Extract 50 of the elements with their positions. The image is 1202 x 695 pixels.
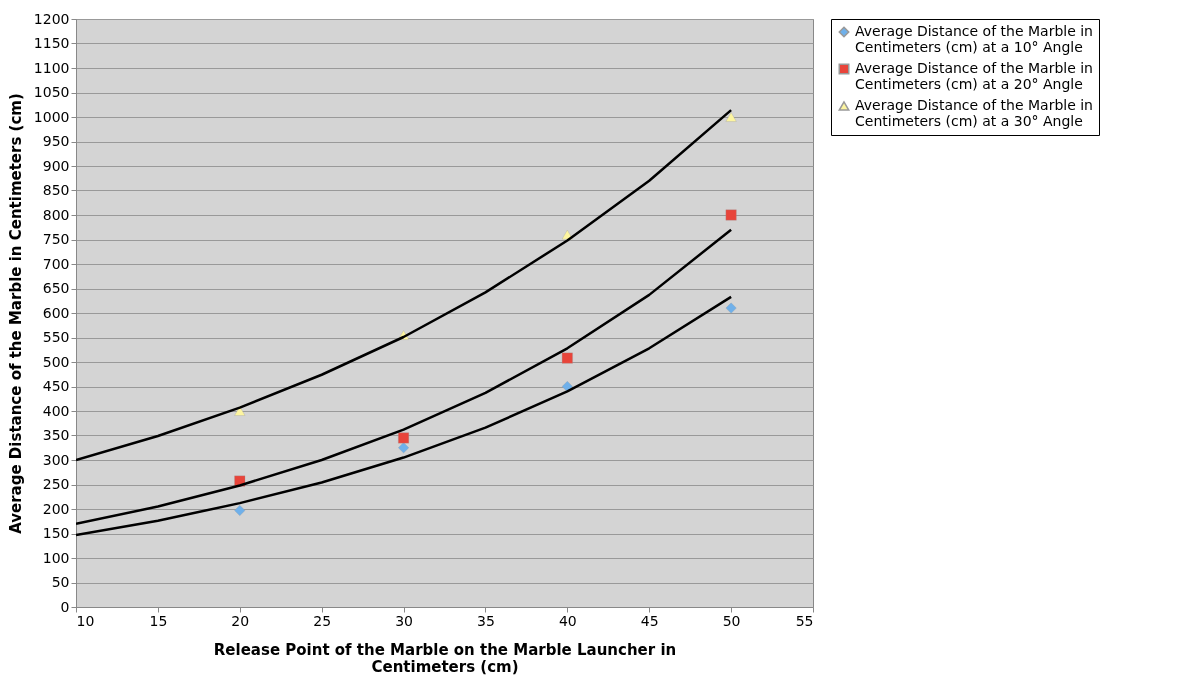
point bbox=[234, 406, 246, 416]
y-tick-label: 1100 bbox=[33, 59, 70, 76]
y-tick-label: 1200 bbox=[33, 10, 70, 27]
point bbox=[561, 352, 573, 364]
legend-label: Average Distance of the Marble in Centimeters (cm) at a 30° Angle bbox=[855, 97, 1093, 129]
point bbox=[398, 432, 409, 444]
y-tick-label: 650 bbox=[42, 280, 70, 296]
y-tick-label: 150 bbox=[42, 525, 70, 541]
point bbox=[725, 112, 737, 122]
y-tick-label: 950 bbox=[42, 133, 70, 149]
x-tick-label: 30 bbox=[395, 612, 413, 629]
y-tick-label: 900 bbox=[42, 157, 70, 174]
y-tick-label: 450 bbox=[42, 378, 70, 394]
x-tick-label: 25 bbox=[313, 612, 332, 629]
x-tick-label: 20 bbox=[231, 612, 250, 629]
point bbox=[725, 302, 737, 314]
y-tick-label: 0 bbox=[60, 598, 70, 615]
x-tick-label: 40 bbox=[558, 612, 577, 629]
x-tick-label: 45 bbox=[640, 612, 659, 629]
x-tick-label: 50 bbox=[722, 612, 741, 629]
x-tick-label: 35 bbox=[477, 612, 495, 629]
y-tick-label: 500 bbox=[42, 353, 70, 370]
y-tick-label: 550 bbox=[42, 329, 70, 345]
legend-label: Average Distance of the Marble in Centimeters (cm) at a 10° Angle bbox=[855, 23, 1093, 55]
y-tick-label: 400 bbox=[42, 402, 70, 419]
point bbox=[234, 505, 246, 516]
x-tick-label: 15 bbox=[149, 612, 168, 629]
y-tick-label: 200 bbox=[42, 500, 70, 517]
legend-label: Average Distance of the Marble in Centimeters (cm) at a 20° Angle bbox=[855, 60, 1093, 92]
y-tick-label: 850 bbox=[42, 182, 70, 198]
y-tick-label: 600 bbox=[42, 304, 70, 321]
y-tick-label: 1050 bbox=[33, 84, 70, 100]
x-tick-label: 55 bbox=[795, 612, 814, 629]
y-tick-label: 50 bbox=[51, 574, 70, 590]
y-tick-label: 1000 bbox=[33, 108, 70, 125]
y-tick-label: 700 bbox=[42, 255, 70, 272]
y-tick-label: 250 bbox=[42, 476, 70, 492]
point bbox=[725, 209, 737, 221]
x-tick-label: 10 bbox=[76, 612, 95, 629]
y-tick-label: 1150 bbox=[33, 35, 70, 51]
y-tick-label: 100 bbox=[42, 549, 70, 566]
y-tick-label: 800 bbox=[42, 206, 70, 223]
y-tick-label: 350 bbox=[42, 427, 70, 443]
point bbox=[398, 442, 409, 454]
y-tick-label: 750 bbox=[42, 231, 70, 247]
y-tick-label: 300 bbox=[42, 451, 70, 468]
line-series bbox=[76, 295, 733, 537]
y-axis-title: Average Distance of the Marble in Centimeters (cm) bbox=[6, 93, 25, 534]
line-series bbox=[76, 228, 733, 525]
x-axis-title: Release Point of the Marble on the Marble Launcher in Centimeters (cm) bbox=[213, 640, 677, 676]
